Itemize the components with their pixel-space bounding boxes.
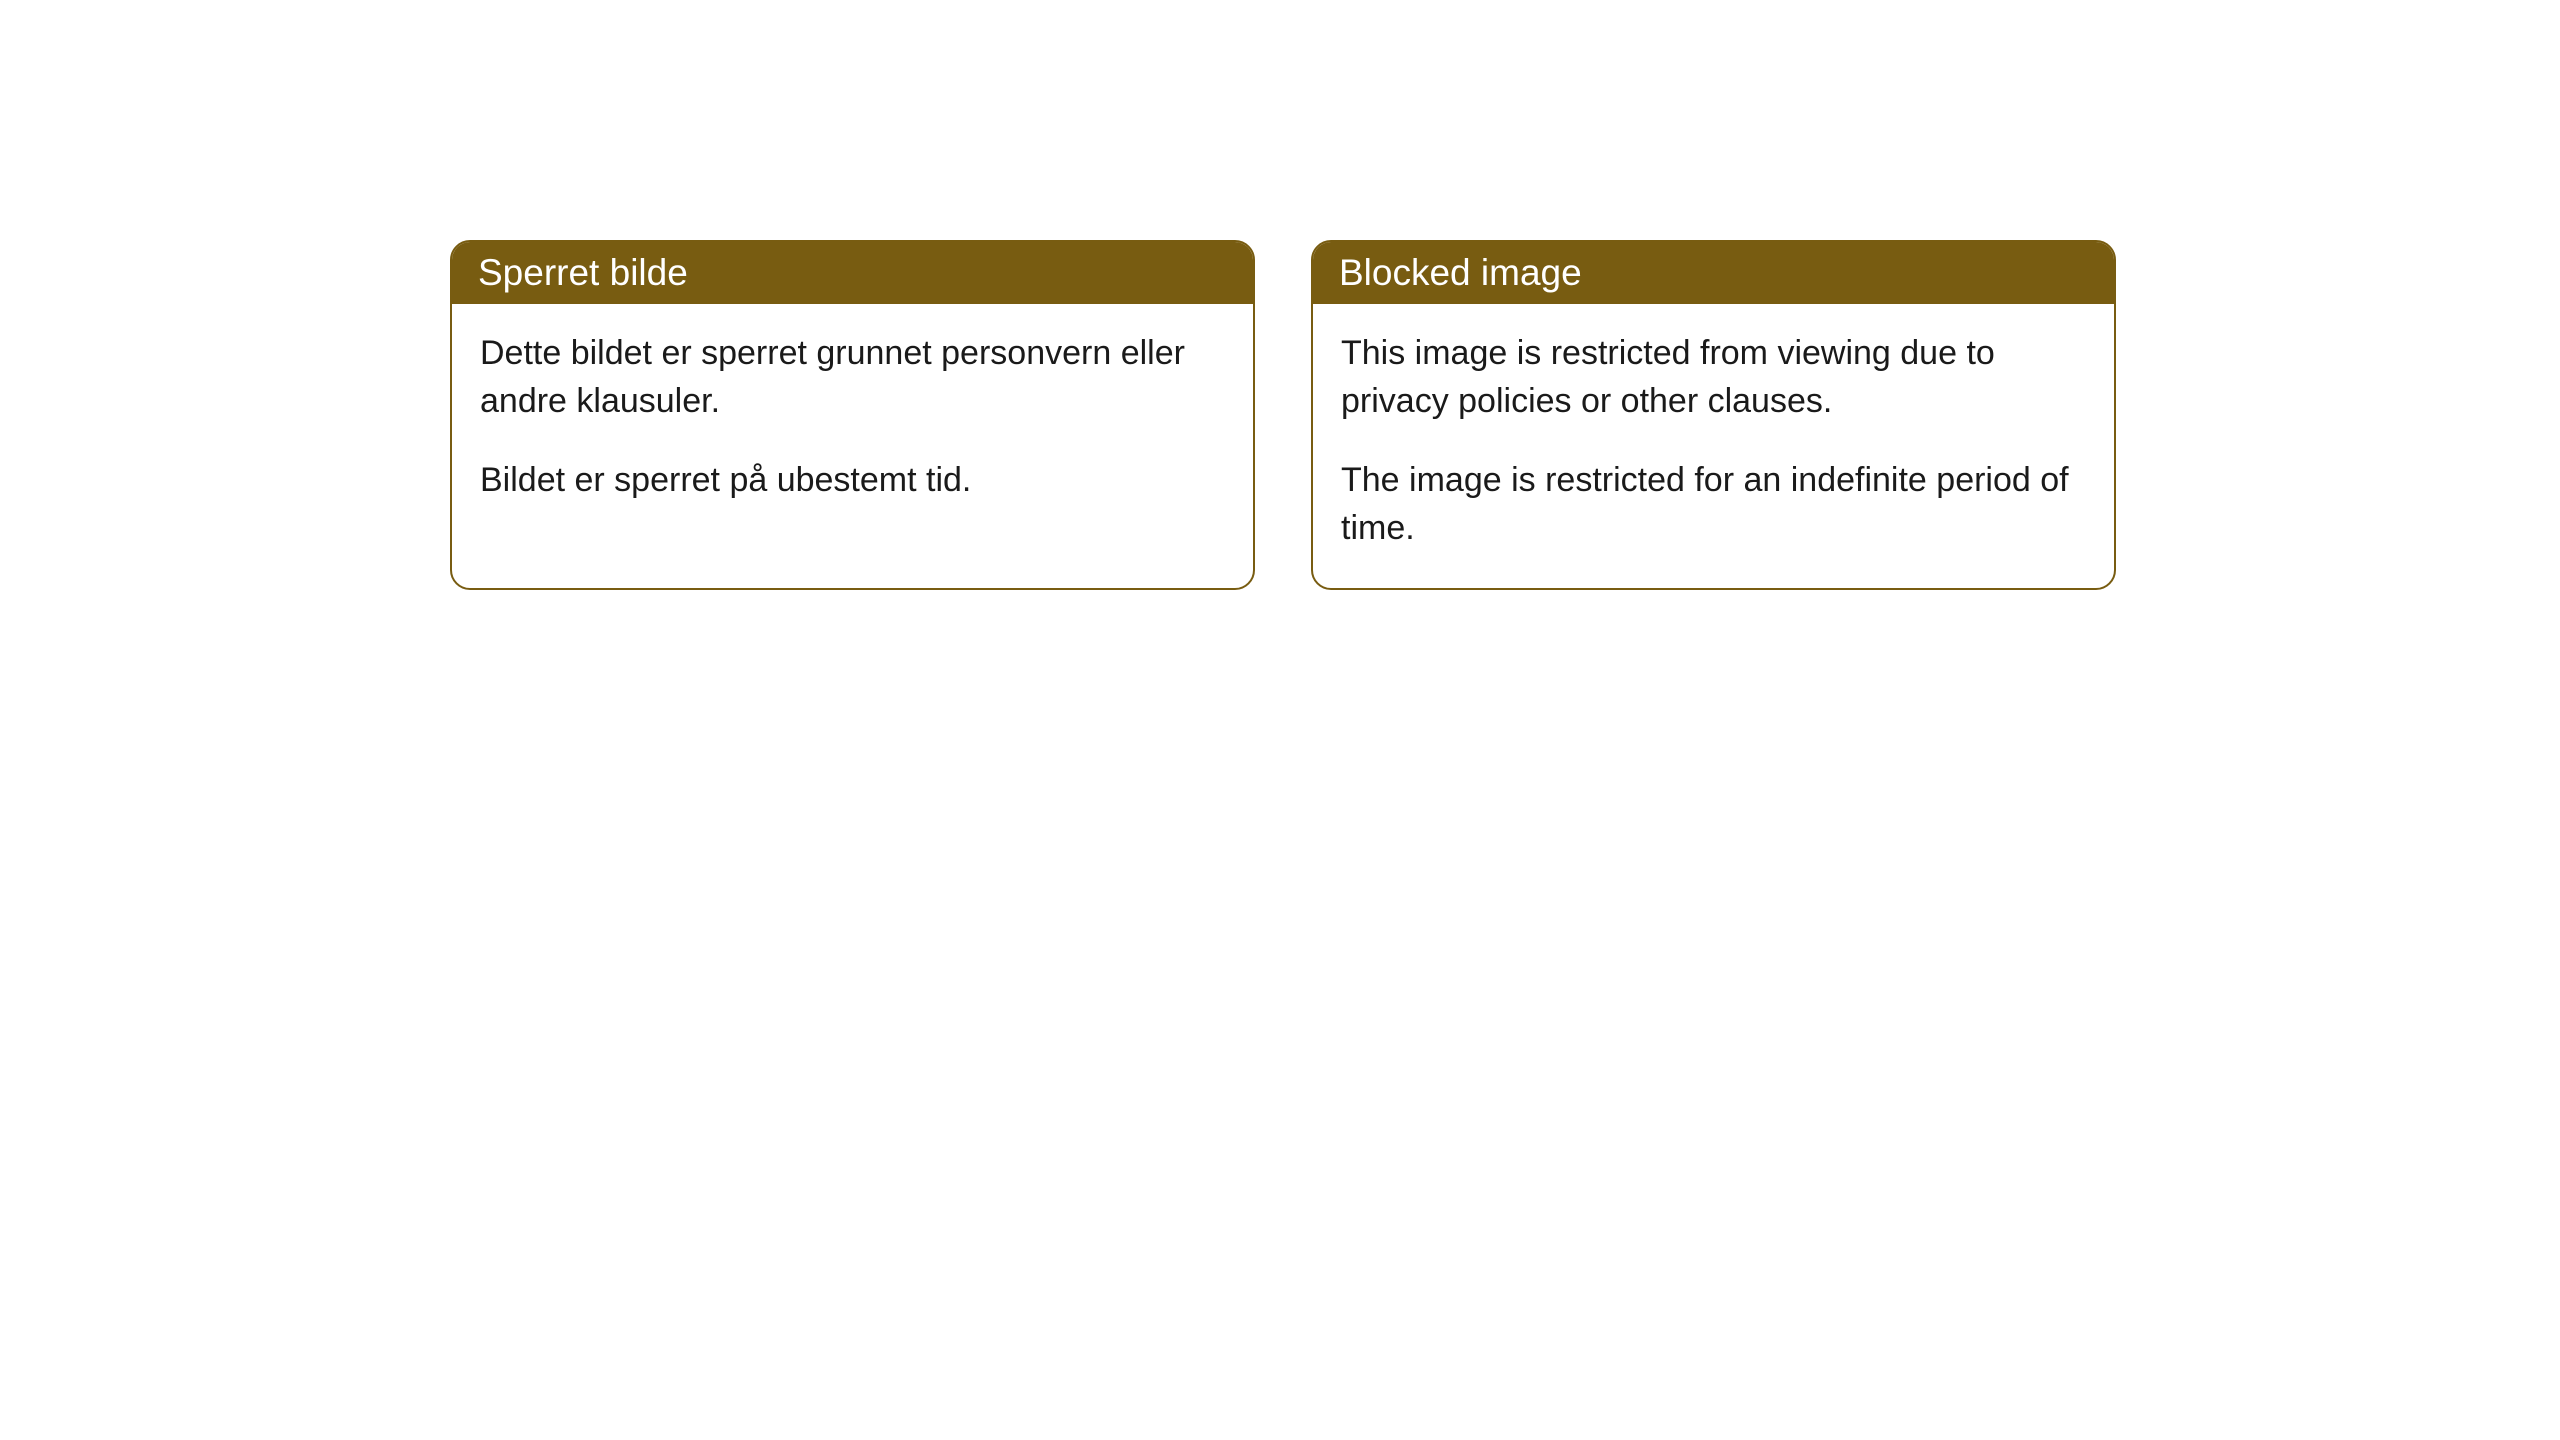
card-paragraph-norwegian-1: Dette bildet er sperret grunnet personve… [480,330,1225,425]
notice-card-english: Blocked image This image is restricted f… [1311,240,2116,590]
card-paragraph-english-1: This image is restricted from viewing du… [1341,330,2086,425]
card-body-english: This image is restricted from viewing du… [1313,304,2114,588]
card-body-norwegian: Dette bildet er sperret grunnet personve… [452,304,1253,541]
card-title-norwegian: Sperret bilde [478,252,688,293]
card-header-english: Blocked image [1313,242,2114,304]
card-paragraph-english-2: The image is restricted for an indefinit… [1341,457,2086,552]
notice-card-norwegian: Sperret bilde Dette bildet er sperret gr… [450,240,1255,590]
card-paragraph-norwegian-2: Bildet er sperret på ubestemt tid. [480,457,1225,505]
notice-cards-container: Sperret bilde Dette bildet er sperret gr… [450,240,2560,590]
card-header-norwegian: Sperret bilde [452,242,1253,304]
card-title-english: Blocked image [1339,252,1582,293]
